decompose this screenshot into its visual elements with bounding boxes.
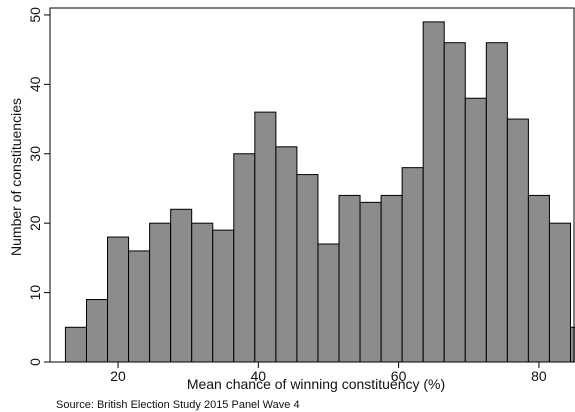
- x-tick-label: 40: [251, 368, 267, 384]
- y-tick-label: 20: [27, 215, 43, 231]
- histogram-bar: [149, 222, 172, 363]
- histogram-bar: [527, 194, 550, 363]
- histogram-bar: [569, 326, 575, 363]
- y-tick-label: 0: [27, 358, 43, 366]
- histogram-bar: [548, 222, 571, 363]
- histogram-bar: [128, 250, 151, 363]
- y-tick-label: 50: [27, 7, 43, 23]
- x-tick-label: 60: [391, 368, 407, 384]
- histogram-bar: [170, 208, 193, 363]
- histogram-bar: [443, 42, 466, 363]
- axes-group: 0 10 20 30 40 50 20 40 60 80: [27, 7, 575, 384]
- plot-frame: [49, 7, 575, 363]
- histogram-bar: [338, 194, 361, 363]
- bars-group: [64, 21, 575, 363]
- x-tick-label: 20: [110, 368, 126, 384]
- x-tick-label: 80: [531, 368, 547, 384]
- histogram-bar: [296, 174, 319, 363]
- y-tick-label: 40: [27, 76, 43, 92]
- source-note: Source: British Election Study 2015 Pane…: [56, 399, 300, 411]
- histogram-bar: [233, 153, 256, 363]
- histogram-bar: [275, 146, 298, 363]
- histogram-bar: [422, 21, 445, 363]
- histogram-bar: [485, 42, 508, 363]
- y-axis-title: Number of constituencies: [8, 98, 24, 256]
- histogram-bar: [464, 97, 487, 363]
- histogram-bar: [191, 222, 214, 363]
- y-tick-label: 10: [27, 285, 43, 301]
- histogram-bar: [506, 118, 529, 363]
- histogram-bar: [254, 111, 277, 363]
- histogram-bar: [85, 299, 109, 363]
- x-axis-title: Mean chance of winning constituency (%): [187, 376, 445, 392]
- histogram-bar: [212, 229, 235, 363]
- histogram-bar: [380, 194, 403, 363]
- y-tick-label: 30: [27, 146, 43, 162]
- histogram-bar: [64, 326, 87, 363]
- histogram-bar: [317, 243, 340, 363]
- histogram-bar: [359, 201, 382, 363]
- histogram-bar: [107, 236, 130, 363]
- histogram-bar: [401, 167, 424, 363]
